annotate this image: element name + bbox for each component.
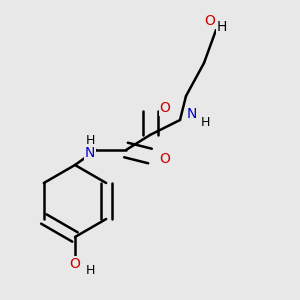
Text: H: H (217, 20, 227, 34)
Text: O: O (160, 152, 170, 166)
Text: O: O (205, 14, 215, 28)
Text: H: H (85, 263, 95, 277)
Text: H: H (85, 134, 95, 148)
Text: O: O (160, 101, 170, 115)
Text: O: O (70, 257, 80, 271)
Text: N: N (187, 107, 197, 121)
Text: H: H (201, 116, 210, 130)
Text: N: N (85, 146, 95, 160)
